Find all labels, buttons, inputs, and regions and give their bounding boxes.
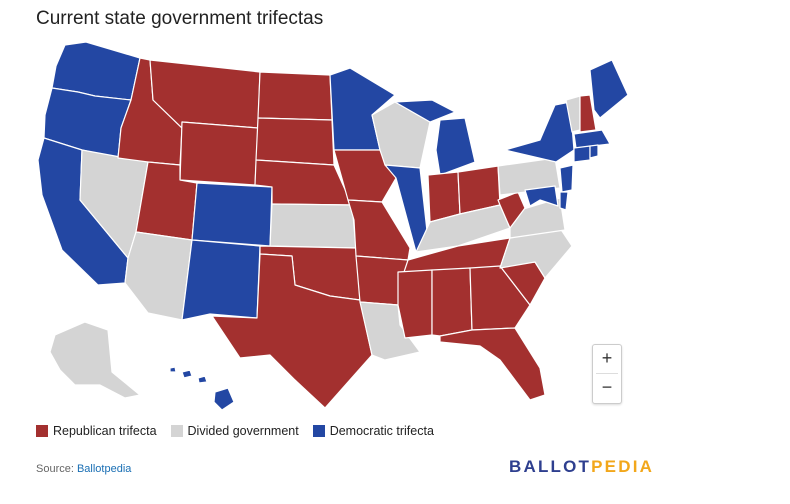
state-ma[interactable] — [573, 129, 611, 149]
map-legend: Republican trifecta Divided government D… — [36, 424, 448, 438]
legend-swatch-democratic — [312, 425, 325, 437]
ballotpedia-logo: BALLOTPEDIA — [509, 457, 654, 477]
state-me[interactable] — [589, 59, 629, 119]
legend-swatch-divided — [170, 425, 183, 437]
zoom-divider — [596, 373, 618, 374]
us-map-svg[interactable] — [0, 0, 790, 420]
state-ri[interactable] — [589, 144, 599, 159]
state-de[interactable] — [559, 191, 569, 211]
source-link[interactable]: Ballotpedia — [76, 463, 132, 475]
state-ct[interactable] — [573, 145, 591, 163]
logo-part-ballot: BALLOT — [509, 457, 592, 476]
legend-item-divided: Divided government — [170, 424, 299, 438]
legend-label-divided: Divided government — [187, 424, 299, 438]
legend-label-republican: Republican trifecta — [53, 424, 157, 438]
state-ms[interactable] — [397, 269, 433, 339]
state-fl[interactable] — [439, 327, 546, 401]
state-nh[interactable] — [579, 94, 597, 133]
state-nj[interactable] — [559, 164, 574, 193]
state-al[interactable] — [431, 267, 473, 337]
state-sd[interactable] — [255, 117, 335, 166]
source-note: Source: Ballotpedia — [36, 463, 131, 475]
source-prefix: Source: — [36, 463, 77, 475]
state-nd[interactable] — [257, 71, 333, 121]
map-title: Current state government trifectas — [36, 8, 324, 29]
legend-item-republican: Republican trifecta — [36, 424, 157, 438]
state-ak[interactable] — [49, 321, 141, 399]
state-tx[interactable] — [211, 253, 373, 409]
state-co[interactable] — [191, 182, 273, 247]
state-nm[interactable] — [181, 239, 261, 321]
legend-swatch-republican — [36, 425, 48, 437]
legend-item-democratic: Democratic trifecta — [312, 424, 434, 438]
logo-part-pedia: PEDIA — [591, 457, 655, 476]
state-ny[interactable] — [504, 101, 575, 163]
state-pa[interactable] — [497, 157, 561, 196]
zoom-control: + − — [592, 344, 622, 404]
legend-label-democratic: Democratic trifecta — [329, 424, 434, 438]
state-in[interactable] — [427, 171, 461, 223]
state-hi[interactable] — [169, 366, 235, 411]
state-az[interactable] — [124, 231, 193, 321]
state-ia[interactable] — [333, 149, 397, 203]
state-ks[interactable] — [269, 203, 357, 249]
state-mo[interactable] — [347, 199, 411, 261]
us-trifecta-map[interactable] — [0, 0, 790, 420]
state-ga[interactable] — [469, 265, 531, 331]
zoom-in-button[interactable]: + — [601, 348, 613, 368]
zoom-out-button[interactable]: − — [601, 377, 613, 397]
state-wy[interactable] — [179, 121, 259, 186]
state-mi[interactable] — [394, 99, 476, 176]
state-md[interactable] — [524, 185, 559, 207]
